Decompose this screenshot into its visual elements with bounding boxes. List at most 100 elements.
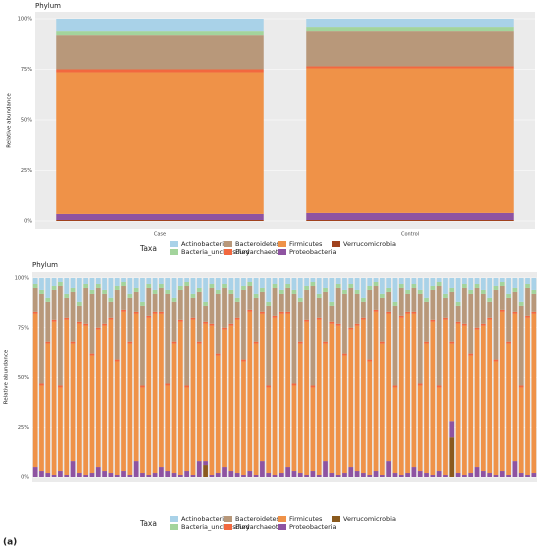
bar-segment: [342, 289, 347, 294]
bar-segment: [411, 467, 417, 477]
bar-segment: [310, 285, 316, 386]
bar-segment: [310, 471, 316, 477]
bar-segment: [177, 285, 183, 290]
bar-segment: [462, 475, 467, 477]
bar-segment: [291, 293, 297, 384]
bar-segment: [108, 278, 114, 298]
bar-segment: [102, 293, 107, 324]
bar-segment: [455, 323, 461, 474]
bar-segment: [354, 293, 360, 324]
bar-segment: [83, 325, 89, 476]
bar-segment: [329, 473, 335, 477]
bar-segment: [83, 283, 89, 288]
legend-label: Firmicutes: [289, 515, 323, 523]
bar-segment: [171, 473, 177, 477]
bar-segment: [373, 281, 379, 286]
bar-segment: [306, 19, 514, 28]
bar-segment: [405, 313, 410, 474]
bar-segment: [121, 278, 126, 282]
bar-segment: [177, 475, 183, 477]
bar-segment: [215, 473, 221, 477]
legend-title: Taxa: [139, 519, 157, 528]
bar-segment: [499, 311, 505, 472]
bar-segment: [241, 359, 246, 362]
bar-segment: [228, 323, 234, 326]
bar-segment: [487, 473, 493, 477]
bar-segment: [518, 385, 524, 388]
bar-segment: [209, 283, 215, 288]
bar-segment: [260, 291, 265, 312]
bar-segment: [64, 293, 70, 298]
bar-segment: [209, 325, 215, 476]
bar-segment: [127, 297, 133, 342]
bar-segment: [367, 285, 373, 290]
bar-segment: [373, 285, 379, 310]
bar-segment: [436, 278, 442, 282]
bar-segment: [411, 283, 417, 288]
bar-segment: [506, 341, 511, 344]
bar-segment: [51, 319, 57, 322]
bar-segment: [108, 297, 114, 302]
bar-segment: [278, 313, 284, 474]
bar-segment: [487, 301, 493, 318]
bar-segment: [310, 387, 316, 472]
bar-segment: [89, 355, 95, 474]
bar-segment: [417, 471, 423, 477]
bar-segment: [272, 315, 278, 318]
bar-segment: [165, 278, 171, 290]
bar-segment: [487, 317, 493, 320]
bar-segment: [398, 278, 404, 284]
bar-segment: [222, 327, 227, 330]
bar-segment: [455, 321, 461, 324]
bar-segment: [379, 278, 385, 294]
bar-segment: [247, 471, 253, 477]
bar-segment: [266, 385, 272, 388]
bar-segment: [499, 309, 505, 312]
bar-segment: [278, 289, 284, 294]
bar-segment: [146, 317, 152, 476]
bar-segment: [241, 361, 246, 476]
bar-segment: [222, 287, 227, 328]
bar-segment: [272, 475, 278, 477]
bar-segment: [386, 461, 392, 477]
bar-segment: [449, 421, 455, 438]
bar-segment: [241, 278, 246, 286]
bar-segment: [424, 301, 429, 342]
bar-segment: [443, 475, 448, 477]
bar-segment: [45, 341, 51, 344]
bar-segment: [480, 289, 486, 294]
bar-segment: [512, 313, 518, 462]
bar-segment: [203, 301, 208, 306]
bar-segment: [203, 321, 208, 324]
bar-segment: [215, 289, 221, 294]
bar-segment: [70, 287, 76, 292]
bar-segment: [127, 293, 133, 298]
bar-segment: [297, 341, 303, 344]
bar-segment: [455, 278, 461, 302]
bar-segment: [241, 289, 246, 360]
bar-segment: [405, 311, 410, 314]
bar-segment: [285, 313, 291, 468]
bar-segment: [392, 305, 398, 386]
bar-segment: [266, 278, 272, 302]
bar-segment: [45, 278, 51, 298]
bar-segment: [518, 301, 524, 306]
bar-segment: [95, 283, 101, 288]
y-tick-label: 25%: [18, 425, 29, 431]
legend-label: Euryarchaeota: [235, 248, 282, 256]
legend-swatch: [278, 249, 286, 255]
bar-segment: [190, 278, 196, 294]
bar-segment: [531, 313, 537, 474]
bar-segment: [297, 278, 303, 298]
legend-swatch: [170, 516, 178, 522]
bar-segment: [247, 278, 253, 282]
plot-background: [32, 272, 537, 482]
bar-segment: [278, 278, 284, 290]
bar-segment: [285, 467, 291, 477]
bar-segment: [108, 301, 114, 318]
bar-segment: [480, 471, 486, 477]
bar-segment: [306, 66, 514, 69]
bar-segment: [323, 343, 328, 462]
bar-segment: [525, 475, 530, 477]
